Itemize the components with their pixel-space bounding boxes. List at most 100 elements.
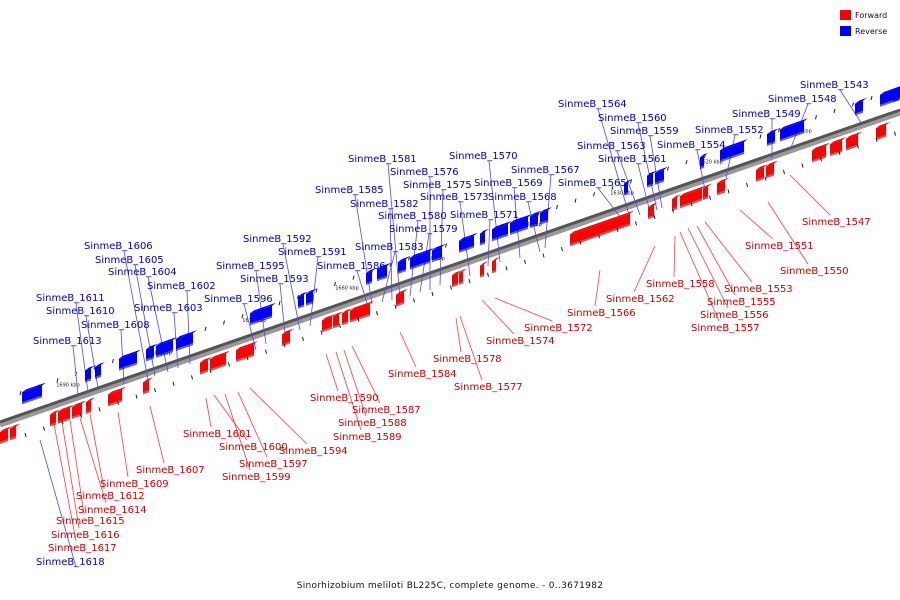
forward-gene[interactable] bbox=[58, 406, 68, 424]
forward-gene[interactable] bbox=[322, 313, 336, 333]
forward-gene-label[interactable]: SinmeB_1587 bbox=[352, 405, 421, 416]
reverse-gene-label[interactable]: SinmeB_1593 bbox=[240, 274, 309, 285]
forward-gene-label[interactable]: SinmeB_1550 bbox=[780, 266, 849, 277]
forward-gene[interactable] bbox=[680, 189, 694, 209]
reverse-gene[interactable] bbox=[420, 247, 434, 267]
reverse-gene[interactable] bbox=[660, 166, 668, 184]
reverse-gene[interactable] bbox=[492, 220, 512, 242]
forward-gene-label[interactable]: SinmeB_1599 bbox=[222, 472, 291, 483]
forward-gene[interactable] bbox=[492, 257, 500, 274]
reverse-gene-label[interactable]: SinmeB_1552 bbox=[695, 125, 764, 136]
forward-gene-label[interactable]: SinmeB_1616 bbox=[51, 530, 120, 541]
reverse-gene[interactable] bbox=[250, 304, 270, 326]
reverse-gene-label[interactable]: SinmeB_1603 bbox=[134, 303, 203, 314]
reverse-gene-label[interactable]: SinmeB_1559 bbox=[610, 126, 679, 137]
reverse-gene-label[interactable]: SinmeB_1608 bbox=[81, 320, 150, 331]
forward-gene[interactable] bbox=[282, 328, 294, 347]
forward-gene[interactable] bbox=[480, 261, 488, 278]
forward-gene[interactable] bbox=[570, 210, 634, 247]
forward-gene[interactable] bbox=[86, 397, 95, 415]
reverse-gene[interactable] bbox=[700, 152, 708, 170]
reverse-gene-label[interactable]: SinmeB_1571 bbox=[450, 210, 519, 221]
reverse-gene-label[interactable]: SinmeB_1592 bbox=[243, 234, 312, 245]
reverse-gene[interactable] bbox=[95, 361, 105, 380]
forward-gene-label[interactable]: SinmeB_1574 bbox=[486, 336, 555, 347]
forward-gene-label[interactable]: SinmeB_1614 bbox=[78, 505, 147, 516]
reverse-gene[interactable] bbox=[647, 170, 657, 188]
reverse-gene-label[interactable]: SinmeB_1591 bbox=[278, 247, 347, 258]
forward-gene[interactable] bbox=[812, 142, 830, 163]
reverse-gene-label[interactable]: SinmeB_1611 bbox=[36, 293, 105, 304]
forward-gene[interactable] bbox=[108, 386, 126, 407]
forward-gene[interactable] bbox=[210, 350, 230, 372]
forward-gene[interactable] bbox=[143, 377, 153, 395]
forward-gene[interactable] bbox=[72, 400, 86, 420]
reverse-gene-label[interactable]: SinmeB_1573 bbox=[420, 192, 489, 203]
forward-gene[interactable] bbox=[876, 121, 890, 141]
reverse-gene[interactable] bbox=[655, 168, 664, 185]
forward-gene-label[interactable]: SinmeB_1551 bbox=[745, 241, 814, 252]
forward-gene-label[interactable]: SinmeB_1557 bbox=[691, 323, 760, 334]
reverse-gene[interactable] bbox=[146, 343, 158, 362]
forward-gene[interactable] bbox=[756, 164, 768, 182]
forward-gene[interactable] bbox=[342, 308, 352, 326]
forward-gene[interactable] bbox=[672, 194, 681, 212]
reverse-gene-label[interactable]: SinmeB_1581 bbox=[348, 154, 417, 165]
reverse-gene-label[interactable]: SinmeB_1561 bbox=[598, 154, 667, 165]
forward-gene-label[interactable]: SinmeB_1547 bbox=[802, 217, 871, 228]
forward-gene[interactable] bbox=[690, 185, 706, 205]
forward-gene[interactable] bbox=[50, 409, 60, 427]
forward-gene-label[interactable]: SinmeB_1588 bbox=[338, 418, 407, 429]
forward-gene[interactable] bbox=[64, 404, 74, 422]
reverse-gene[interactable] bbox=[530, 210, 542, 229]
reverse-gene[interactable] bbox=[366, 268, 376, 286]
reverse-gene-label[interactable]: SinmeB_1579 bbox=[389, 224, 458, 235]
reverse-gene-label[interactable]: SinmeB_1613 bbox=[33, 336, 102, 347]
reverse-gene-label[interactable]: SinmeB_1576 bbox=[390, 167, 459, 178]
reverse-gene-label[interactable]: SinmeB_1610 bbox=[46, 306, 115, 317]
reverse-gene[interactable] bbox=[188, 330, 197, 347]
forward-gene[interactable] bbox=[10, 423, 20, 441]
reverse-gene[interactable] bbox=[767, 128, 779, 147]
forward-gene[interactable] bbox=[846, 131, 862, 151]
reverse-gene[interactable] bbox=[22, 382, 46, 405]
reverse-gene[interactable] bbox=[510, 213, 532, 236]
forward-gene-label[interactable]: SinmeB_1566 bbox=[567, 308, 636, 319]
reverse-gene[interactable] bbox=[780, 118, 808, 142]
reverse-gene-label[interactable]: SinmeB_1569 bbox=[474, 178, 543, 189]
reverse-gene-label[interactable]: SinmeB_1586 bbox=[317, 261, 386, 272]
forward-gene-label[interactable]: SinmeB_1607 bbox=[136, 465, 205, 476]
reverse-gene[interactable] bbox=[85, 365, 95, 383]
reverse-gene[interactable] bbox=[540, 207, 552, 225]
forward-gene[interactable] bbox=[0, 426, 12, 444]
forward-gene-label[interactable]: SinmeB_1594 bbox=[279, 446, 348, 457]
forward-gene-label[interactable]: SinmeB_1600 bbox=[219, 442, 288, 453]
reverse-gene-label[interactable]: SinmeB_1568 bbox=[488, 192, 557, 203]
reverse-gene[interactable] bbox=[306, 288, 317, 306]
reverse-gene[interactable] bbox=[466, 232, 478, 251]
reverse-gene[interactable] bbox=[893, 85, 900, 103]
reverse-gene-label[interactable]: SinmeB_1596 bbox=[204, 294, 273, 305]
reverse-gene[interactable] bbox=[266, 302, 276, 320]
forward-gene-label[interactable]: SinmeB_1609 bbox=[100, 479, 169, 490]
forward-gene[interactable] bbox=[459, 268, 467, 285]
reverse-gene-label[interactable]: SinmeB_1543 bbox=[800, 80, 869, 91]
reverse-gene-label[interactable]: SinmeB_1605 bbox=[95, 255, 164, 266]
forward-gene-label[interactable]: SinmeB_1589 bbox=[333, 432, 402, 443]
forward-gene[interactable] bbox=[200, 356, 212, 375]
forward-gene-label[interactable]: SinmeB_1578 bbox=[433, 354, 502, 365]
reverse-gene-label[interactable]: SinmeB_1604 bbox=[108, 267, 177, 278]
forward-gene[interactable] bbox=[766, 160, 778, 179]
forward-gene[interactable] bbox=[717, 177, 729, 196]
forward-gene-label[interactable]: SinmeB_1612 bbox=[76, 491, 145, 502]
reverse-gene-label[interactable]: SinmeB_1606 bbox=[84, 241, 153, 252]
forward-gene-label[interactable]: SinmeB_1553 bbox=[724, 284, 793, 295]
reverse-gene-label[interactable]: SinmeB_1563 bbox=[577, 141, 646, 152]
forward-gene-label[interactable]: SinmeB_1617 bbox=[48, 543, 117, 554]
reverse-gene-label[interactable]: SinmeB_1618 bbox=[36, 557, 105, 568]
forward-gene-label[interactable]: SinmeB_1555 bbox=[707, 297, 776, 308]
reverse-gene[interactable] bbox=[432, 243, 446, 263]
forward-gene[interactable] bbox=[703, 183, 712, 201]
forward-gene-label[interactable]: SinmeB_1558 bbox=[646, 279, 715, 290]
forward-gene[interactable] bbox=[396, 288, 408, 307]
